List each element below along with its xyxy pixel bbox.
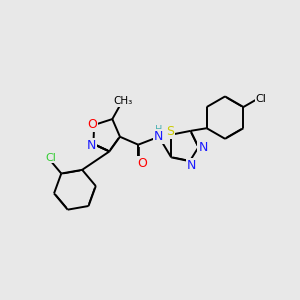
Text: H: H <box>155 125 163 135</box>
Text: CH₃: CH₃ <box>114 96 133 106</box>
Text: O: O <box>87 118 97 131</box>
Text: N: N <box>87 139 96 152</box>
Text: Cl: Cl <box>45 153 56 163</box>
Text: O: O <box>138 157 148 170</box>
Text: S: S <box>166 125 174 138</box>
Text: N: N <box>154 130 164 143</box>
Text: N: N <box>198 141 208 154</box>
Text: N: N <box>187 159 196 172</box>
Text: Cl: Cl <box>256 94 266 104</box>
